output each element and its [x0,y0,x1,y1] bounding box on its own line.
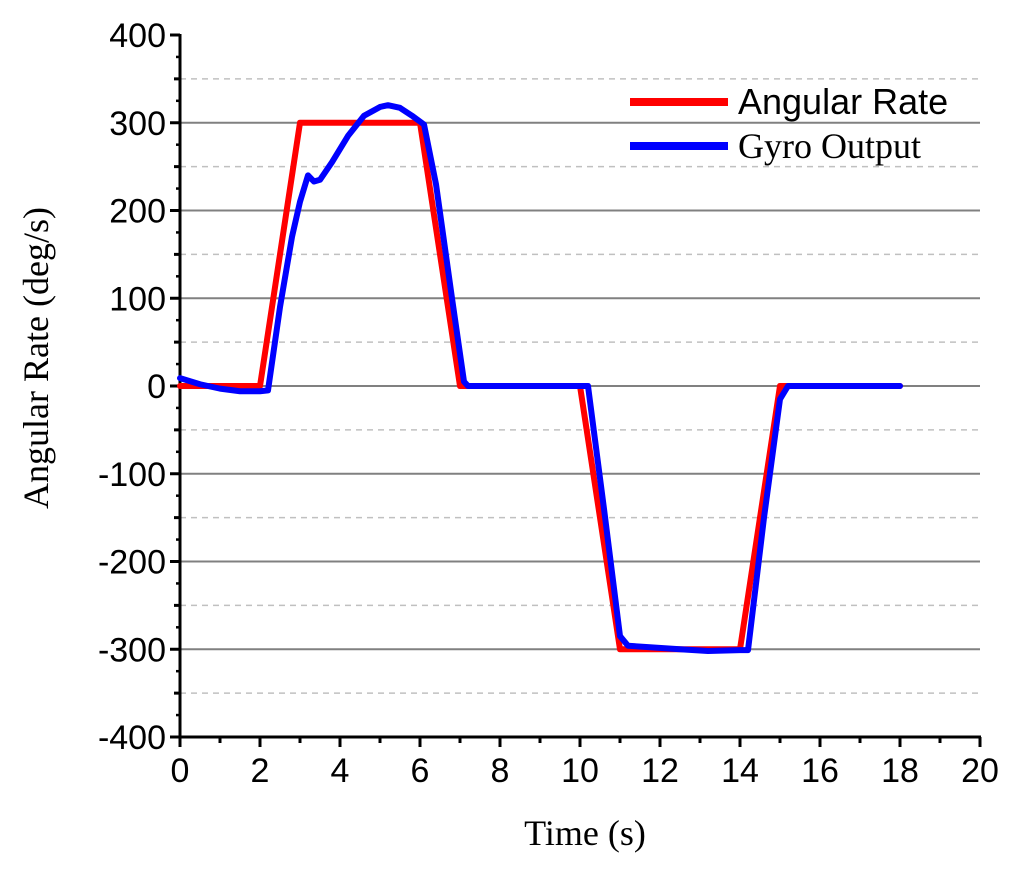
x-tick-label: 6 [411,752,430,790]
x-tick-label: 16 [801,752,839,790]
x-tick-label: 0 [171,752,190,790]
y-tick-label: 300 [109,105,166,143]
y-tick-label: 400 [109,17,166,55]
y-tick-label: -100 [98,456,166,494]
series-layer [177,102,903,654]
x-axis-title: Time (s) [524,813,646,853]
grid-layer [180,78,980,694]
legend-label: Angular Rate [738,81,948,122]
y-axis-title: Angular Rate (deg/s) [16,207,56,509]
x-tick-label: 20 [961,752,999,790]
y-tick-label: 0 [147,368,166,406]
x-tick-label: 8 [491,752,510,790]
x-tick-label: 4 [331,752,350,790]
x-tick-label: 10 [561,752,599,790]
x-tick-label: 18 [881,752,919,790]
y-tick-label: -300 [98,631,166,669]
series-line-gyro-output [177,102,903,654]
x-tick-label: 2 [251,752,270,790]
x-tick-label: 14 [721,752,759,790]
y-tick-label: -400 [98,719,166,757]
y-tick-label: -200 [98,544,166,582]
label-layer: -400 -300 -200 -100 0 100 200 300 400 0 2 4 6 8 10 12 14… [16,17,999,853]
x-tick-label: 12 [641,752,679,790]
y-tick-label: 200 [109,193,166,231]
legend-label: Gyro Output [738,126,921,166]
y-tick-label: 100 [109,280,166,318]
